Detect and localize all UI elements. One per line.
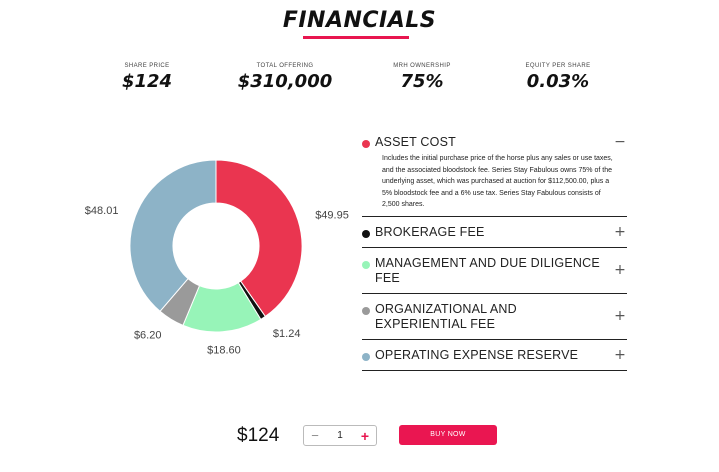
stat-value: 0.03% — [526, 71, 590, 92]
financials-accordion: ASSET COST − Includes the initial purcha… — [362, 130, 627, 371]
buy-now-button[interactable]: BUY NOW — [399, 425, 497, 445]
donut-slice-operating-reserve[interactable] — [129, 159, 217, 312]
quantity-stepper: − 1 + — [303, 425, 377, 446]
financials-donut-chart: $49.95 $1.24 $18.60 $6.20 $48.01 — [85, 159, 349, 357]
expand-icon[interactable]: + — [614, 307, 626, 324]
legend-dot — [362, 260, 370, 269]
accordion-item-brokerage-fee: BROKERAGE FEE + — [362, 217, 627, 248]
stat-value: 75% — [400, 71, 444, 92]
share-price-display: $124 — [237, 425, 280, 446]
accordion-title: ORGANIZATIONAL AND EXPERIENTIAL FEE — [375, 301, 517, 331]
quantity-input[interactable]: 1 — [337, 430, 343, 441]
collapse-icon[interactable]: − — [614, 134, 626, 150]
accordion-header-asset-cost[interactable]: ASSET COST − — [362, 135, 627, 150]
stat-equity-per-share: EQUITY PER SHARE 0.03% — [488, 63, 628, 92]
accordion-item-organizational-fee: ORGANIZATIONAL AND EXPERIENTIAL FEE + — [362, 294, 627, 340]
donut-slice-asset-cost[interactable] — [215, 159, 303, 318]
decrement-button[interactable]: − — [311, 428, 319, 443]
slice-label-asset-cost: $49.95 — [315, 210, 349, 222]
slice-label-brokerage-fee: $1.24 — [273, 328, 301, 340]
accordion-item-management-fee: MANAGEMENT AND DUE DILIGENCE FEE + — [362, 248, 627, 294]
legend-dot — [362, 140, 370, 148]
accordion-title: OPERATING EXPENSE RESERVE — [375, 347, 579, 362]
stat-label: MRH OWNERSHIP — [393, 63, 451, 69]
expand-icon[interactable]: + — [614, 261, 626, 278]
legend-dot — [362, 306, 370, 315]
title-underline — [303, 36, 409, 39]
stat-label: SHARE PRICE — [124, 63, 170, 69]
expand-icon[interactable]: + — [614, 346, 626, 363]
stat-mrh-ownership: MRH OWNERSHIP 75% — [352, 63, 492, 92]
accordion-item-operating-reserve: OPERATING EXPENSE RESERVE + — [362, 340, 627, 371]
accordion-header-operating-reserve[interactable]: OPERATING EXPENSE RESERVE + — [362, 346, 627, 363]
slice-label-management-fee: $18.60 — [207, 345, 241, 357]
legend-dot — [362, 229, 370, 238]
expand-icon[interactable]: + — [614, 223, 626, 240]
accordion-title: MANAGEMENT AND DUE DILIGENCE FEE — [375, 255, 600, 285]
stat-total-offering: TOTAL OFFERING $310,000 — [215, 63, 355, 92]
stat-label: TOTAL OFFERING — [256, 63, 314, 69]
slice-label-organizational-fee: $6.20 — [134, 330, 162, 342]
accordion-header-organizational-fee[interactable]: ORGANIZATIONAL AND EXPERIENTIAL FEE + — [362, 302, 627, 332]
accordion-header-management-fee[interactable]: MANAGEMENT AND DUE DILIGENCE FEE + — [362, 256, 627, 286]
page-title: FINANCIALS — [282, 8, 437, 33]
legend-dot — [362, 352, 370, 361]
stat-share-price: SHARE PRICE $124 — [77, 63, 217, 92]
accordion-header-brokerage-fee[interactable]: BROKERAGE FEE + — [362, 223, 627, 240]
stat-label: EQUITY PER SHARE — [525, 63, 591, 69]
accordion-title: BROKERAGE FEE — [375, 224, 485, 239]
increment-button[interactable]: + — [360, 427, 370, 444]
accordion-item-asset-cost: ASSET COST − Includes the initial purcha… — [362, 130, 627, 217]
slice-label-operating-reserve: $48.01 — [85, 205, 119, 217]
stat-value: $124 — [121, 71, 173, 92]
accordion-title: ASSET COST — [375, 135, 456, 149]
stat-value: $310,000 — [237, 71, 333, 92]
accordion-body-text: Includes the initial purchase price of t… — [382, 155, 613, 208]
